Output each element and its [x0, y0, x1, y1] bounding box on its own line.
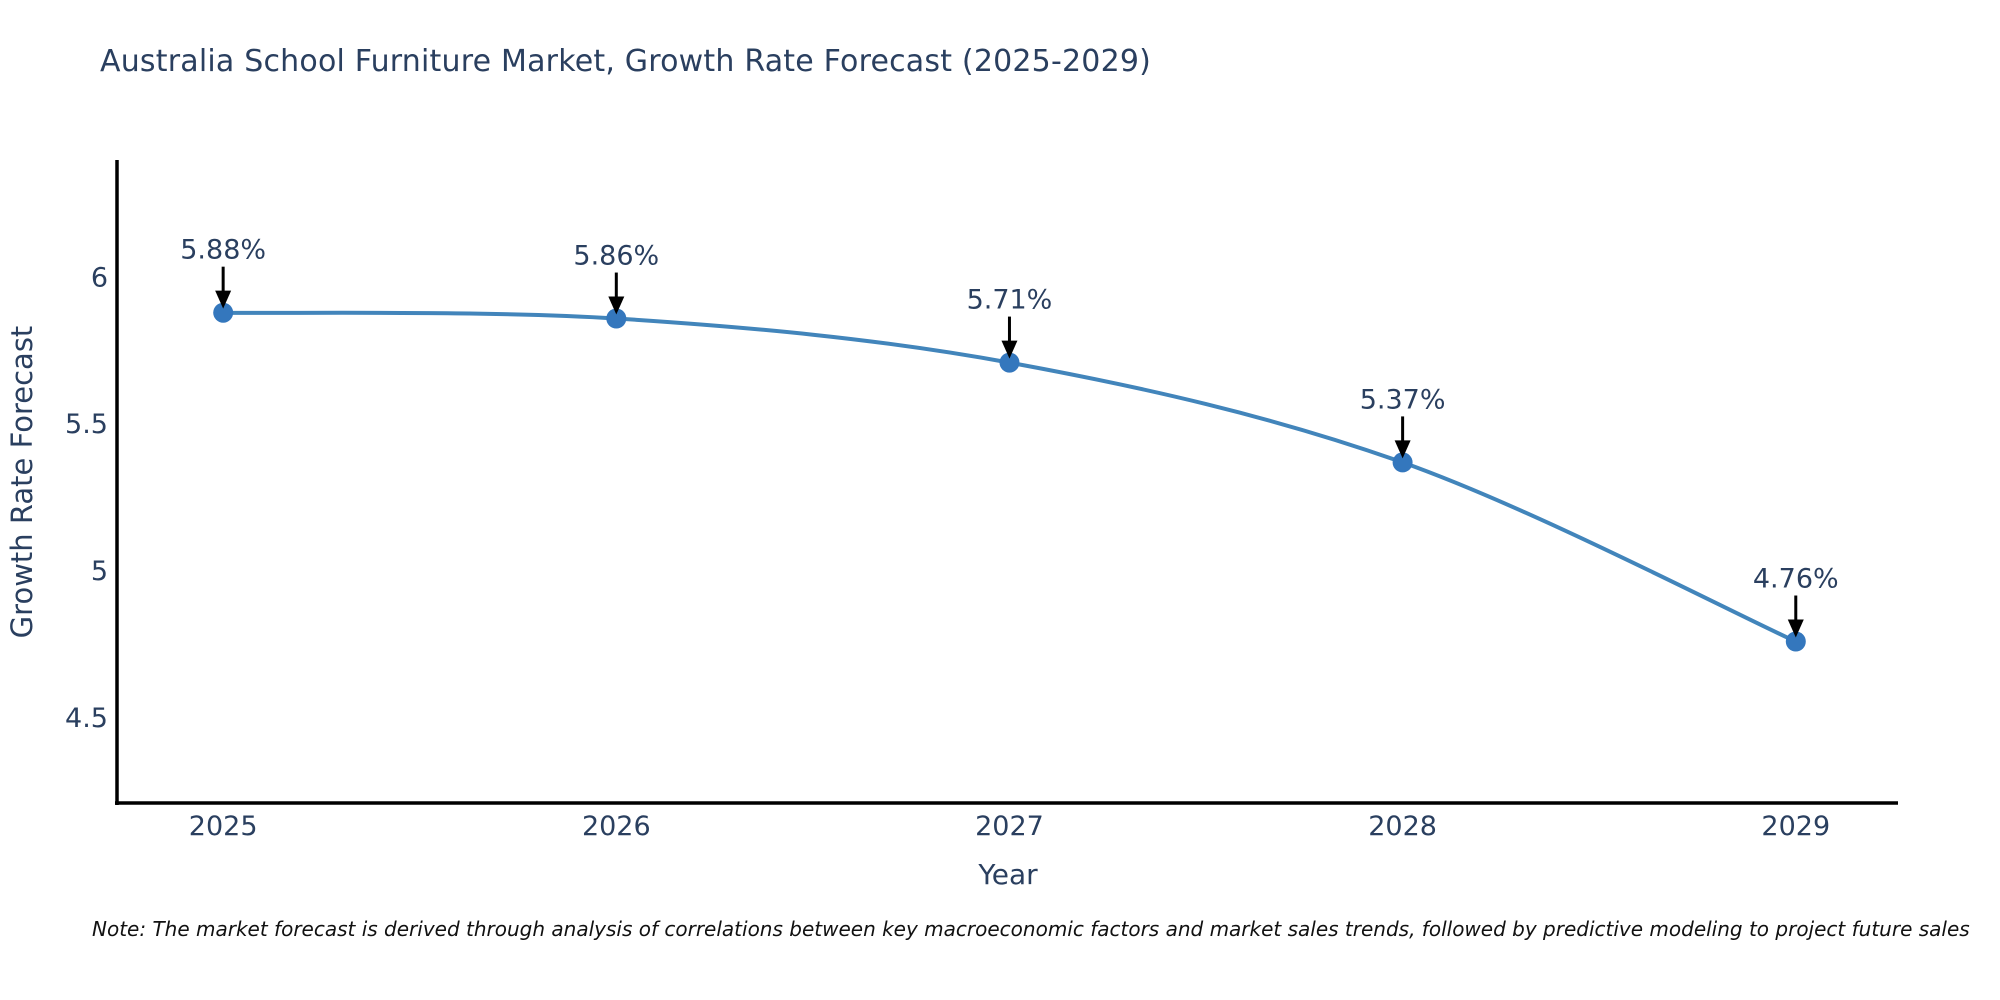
- annotation-arrowhead: [1001, 340, 1018, 359]
- data-point-marker: [1785, 631, 1806, 652]
- annotation-label: 5.71%: [967, 285, 1053, 316]
- data-point-marker: [606, 308, 627, 329]
- x-tick-label: 2029: [1761, 811, 1830, 842]
- x-tick-label: 2028: [1368, 811, 1437, 842]
- y-tick-label: 6: [91, 262, 108, 293]
- plot-area: 4.5 5 5.5 6 2025 2026 2027 2028 2029 5.88% 5.86% 5.…: [65, 160, 1898, 842]
- footnote: Note: The market forecast is derived thr…: [92, 917, 1970, 941]
- annotation-label: 5.37%: [1360, 384, 1446, 415]
- annotation-arrowhead: [215, 290, 232, 309]
- annotation-arrowhead: [1394, 440, 1411, 459]
- annotation-arrowhead: [1787, 619, 1804, 638]
- data-point-marker: [213, 302, 234, 323]
- y-tick-label: 5: [91, 556, 108, 587]
- x-tick-label: 2026: [582, 811, 651, 842]
- y-tick-label: 5.5: [65, 409, 108, 440]
- data-point-marker: [1392, 452, 1413, 473]
- annotation-label: 4.76%: [1753, 564, 1839, 595]
- y-axis-title: Growth Rate Forecast: [5, 326, 39, 639]
- x-tick-label: 2025: [189, 811, 258, 842]
- chart-title: Australia School Furniture Market, Growt…: [100, 44, 1152, 79]
- annotation-arrowhead: [608, 296, 625, 315]
- annotation-label: 5.88%: [180, 235, 266, 266]
- annotation-label: 5.86%: [573, 241, 659, 272]
- data-point-marker: [999, 352, 1020, 373]
- x-axis-title: Year: [977, 858, 1038, 891]
- y-tick-label: 4.5: [65, 703, 108, 734]
- x-tick-label: 2027: [975, 811, 1044, 842]
